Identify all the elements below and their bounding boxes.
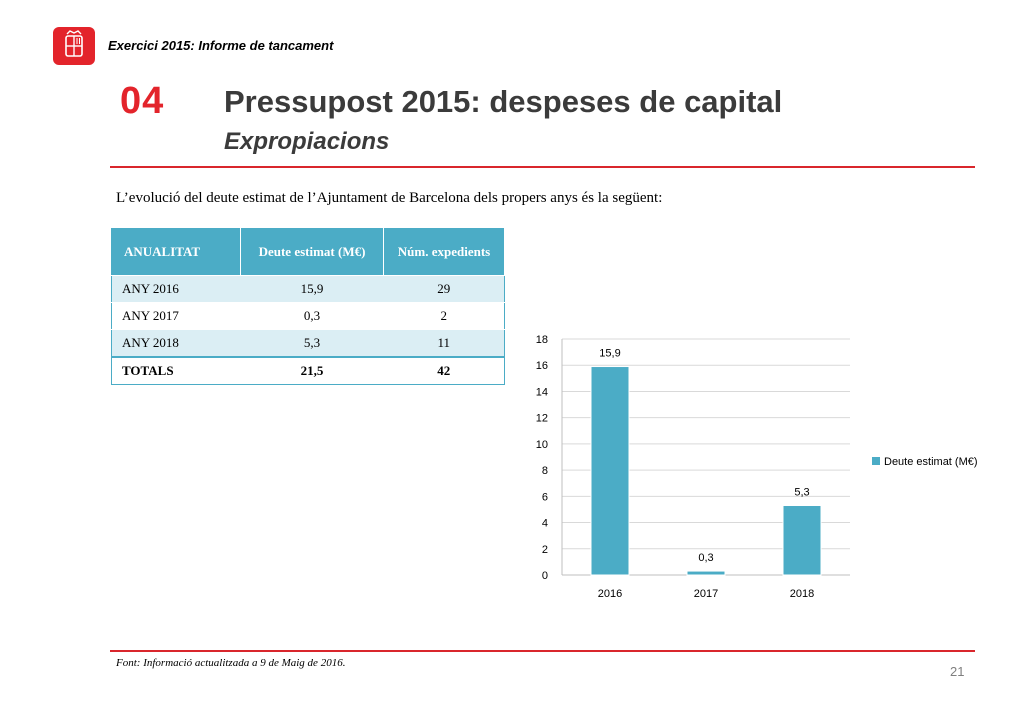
y-tick-label: 16 — [536, 360, 548, 372]
logo — [53, 27, 95, 65]
x-tick-label: 2018 — [790, 588, 814, 600]
table-total-row: TOTALS 21,5 42 — [111, 356, 505, 385]
table-cell: ANY 2016 — [111, 275, 241, 303]
debt-bar-chart: 0 2 4 6 8 10 12 14 16 18 15,9 2016 0,3 2017 5,3 2018 Deu… — [536, 334, 978, 600]
page-number: 21 — [950, 664, 965, 679]
page-subtitle: Expropiacions — [224, 128, 390, 155]
table-cell: 15,9 — [240, 275, 384, 303]
bar — [590, 366, 630, 576]
table-cell: 21,5 — [240, 356, 384, 385]
table-cell: 29 — [383, 275, 505, 303]
section-number: 04 — [120, 80, 165, 122]
table-header-cell: Deute estimat (M€) — [240, 228, 384, 276]
data-label: 0,3 — [698, 552, 713, 564]
y-tick-label: 14 — [536, 386, 548, 398]
top-divider — [110, 166, 975, 168]
debt-table: ANUALITAT Deute estimat (M€) Núm. expedi… — [111, 228, 505, 385]
bottom-divider — [110, 650, 975, 652]
y-tick-label: 10 — [536, 439, 548, 451]
bar — [686, 570, 726, 576]
x-tick-label: 2016 — [598, 588, 622, 600]
x-tick-label: 2017 — [694, 588, 718, 600]
page-title: Pressupost 2015: despeses de capital — [224, 84, 783, 119]
table-row: ANY 2017 0,3 2 — [111, 302, 505, 330]
legend-swatch — [872, 457, 880, 465]
table-header-cell: ANUALITAT — [111, 228, 241, 276]
y-tick-label: 12 — [536, 413, 548, 425]
table-header-cell: Núm. expedients — [383, 228, 505, 276]
legend-label: Deute estimat (M€) — [884, 456, 978, 468]
table-cell: 11 — [383, 329, 505, 357]
y-tick-label: 8 — [542, 465, 548, 477]
city-shield-icon — [65, 30, 83, 57]
bar — [782, 505, 822, 576]
header-title: Exercici 2015: Informe de tancament — [108, 38, 334, 53]
table-cell: 5,3 — [240, 329, 384, 357]
y-tick-label: 2 — [542, 544, 548, 556]
table-row: ANY 2018 5,3 11 — [111, 329, 505, 357]
intro-text: L’evolució del deute estimat de l’Ajunta… — [116, 190, 663, 206]
data-label: 5,3 — [794, 487, 809, 499]
y-tick-label: 4 — [542, 518, 548, 530]
table-cell: 2 — [383, 302, 505, 330]
y-tick-label: 18 — [536, 334, 548, 346]
table-cell: TOTALS — [111, 356, 241, 385]
table-cell: ANY 2017 — [111, 302, 241, 330]
table-header-row: ANUALITAT Deute estimat (M€) Núm. expedi… — [111, 228, 505, 276]
table-cell: 42 — [383, 356, 505, 385]
data-label: 15,9 — [599, 348, 620, 360]
table-cell: ANY 2018 — [111, 329, 241, 357]
source-note: Font: Informació actualitzada a 9 de Mai… — [116, 657, 346, 669]
y-tick-label: 6 — [542, 491, 548, 503]
table-cell: 0,3 — [240, 302, 384, 330]
y-tick-label: 0 — [542, 570, 548, 582]
table-row: ANY 2016 15,9 29 — [111, 275, 505, 303]
